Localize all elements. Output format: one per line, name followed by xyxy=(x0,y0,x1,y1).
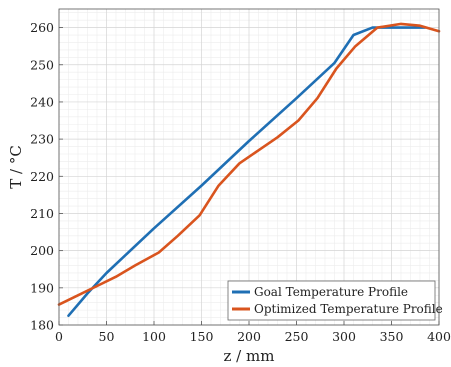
y-tick-label: 210 xyxy=(30,206,54,221)
x-tick-label: 400 xyxy=(427,329,451,344)
x-tick-label: 0 xyxy=(55,329,63,344)
legend-label-goal: Goal Temperature Profile xyxy=(254,285,408,299)
x-tick-label: 250 xyxy=(285,329,309,344)
series-line-0 xyxy=(67,26,427,318)
y-tick-label: 230 xyxy=(30,132,54,147)
x-tick-label: 150 xyxy=(190,329,214,344)
series-layer xyxy=(57,22,441,318)
y-tick-label: 190 xyxy=(30,280,54,295)
x-tick-label: 200 xyxy=(237,329,261,344)
series-line-1 xyxy=(57,22,441,306)
y-tick-label: 200 xyxy=(30,243,54,258)
y-tick-label: 250 xyxy=(30,57,54,72)
minor-grid xyxy=(59,9,439,325)
y-tick-label: 220 xyxy=(30,169,54,184)
ticks-layer: 0 50 100 150 200 250 300 350 400 180 190 200 210 220 2… xyxy=(30,20,451,344)
x-axis-label: z / mm xyxy=(224,347,275,365)
y-axis-label: T / °C xyxy=(7,145,25,189)
legend-box xyxy=(227,280,436,321)
x-tick-label: 50 xyxy=(99,329,115,344)
x-tick-label: 350 xyxy=(380,329,404,344)
y-tick-label: 180 xyxy=(30,318,54,333)
y-tick-label: 240 xyxy=(30,94,54,109)
x-tick-label: 300 xyxy=(332,329,356,344)
x-tick-label: 100 xyxy=(142,329,166,344)
legend: Goal Temperature Profile Optimized Tempe… xyxy=(227,280,443,321)
y-tick-label: 260 xyxy=(30,20,54,35)
legend-label-optimized: Optimized Temperature Profile xyxy=(254,302,443,316)
